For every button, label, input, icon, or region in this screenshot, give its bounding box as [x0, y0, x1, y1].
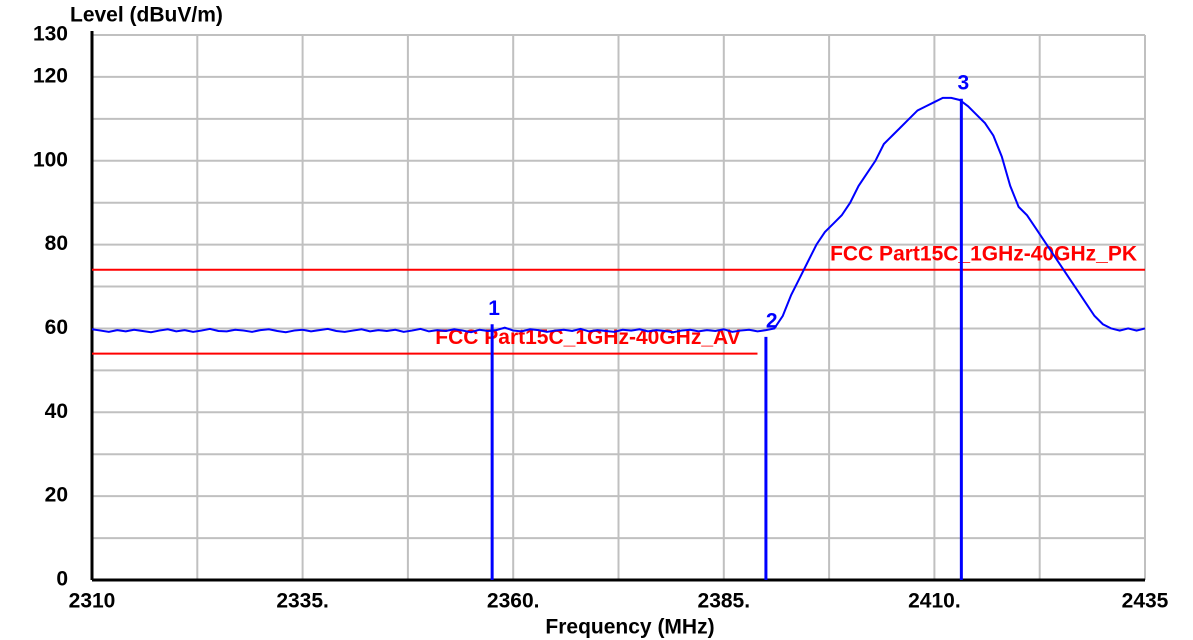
marker-label: 3 [958, 71, 970, 94]
y-tick-label: 20 [45, 484, 68, 507]
y-tick-label: 130 [33, 23, 68, 46]
y-tick-label: 0 [56, 568, 68, 591]
y-tick-label: 100 [33, 148, 68, 171]
x-axis-label: Frequency (MHz) [545, 616, 714, 639]
y-tick-label: 120 [33, 64, 68, 87]
trace [91, 96, 1146, 334]
y-tick-label: 60 [45, 316, 68, 339]
y-tick-label: 40 [45, 400, 68, 423]
marker-label: 2 [766, 309, 778, 332]
marker-label: 1 [488, 297, 500, 320]
limit-label: FCC Part15C_1GHz-40GHz_PK [830, 242, 1137, 265]
x-tick-label: 2435 [1122, 590, 1169, 613]
y-tick-label: 80 [45, 232, 68, 255]
x-tick-label: 2335. [276, 590, 329, 613]
x-tick-label: 2385. [698, 590, 751, 613]
x-tick-label: 2310 [69, 590, 116, 613]
x-tick-label: 2360. [487, 590, 540, 613]
y-axis-label: Level (dBuV/m) [70, 4, 223, 27]
x-tick-label: 2410. [908, 590, 961, 613]
